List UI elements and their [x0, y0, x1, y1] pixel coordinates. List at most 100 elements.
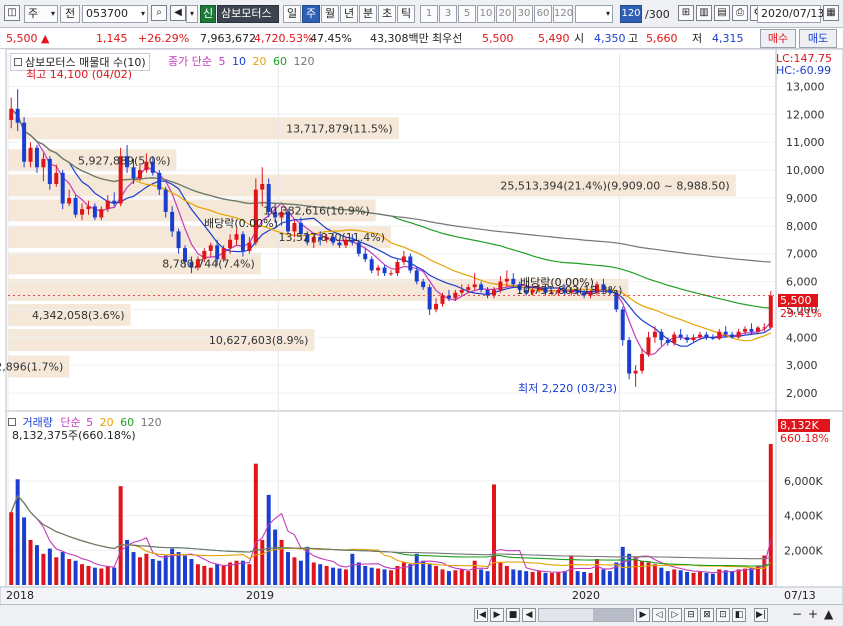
volume-bar	[762, 555, 767, 585]
scroll-play-icon[interactable]: ▶	[490, 608, 504, 622]
code-input[interactable]: 053700 ▾	[82, 5, 148, 23]
volume-bar	[228, 562, 233, 585]
chart-type-icon[interactable]: ▥	[696, 5, 712, 21]
scroll-last-icon[interactable]: ▶|	[754, 608, 768, 622]
print-icon[interactable]: ⎙	[732, 5, 748, 21]
interval-30[interactable]: 30	[515, 5, 533, 23]
volume-bar	[22, 517, 27, 585]
scroll-first-icon[interactable]: |◀	[474, 608, 488, 622]
triangle-icon[interactable]: ▲	[824, 607, 834, 621]
volume-bar	[298, 560, 303, 585]
period-tick[interactable]: 틱	[397, 5, 415, 23]
low-annotation: 최저 2,220 (03/23)	[518, 382, 618, 395]
date-input[interactable]: 2020/07/13	[757, 5, 824, 23]
volume-tick-label: 2,000K	[784, 544, 823, 557]
candle-body	[195, 259, 200, 268]
scroll-left-icon[interactable]: ◁	[652, 608, 666, 622]
scroll-bar[interactable]: |◀ ▶ ■ ◀ ▶ ◁ ▷ ⊟ ⊠ ⊡ ◧ ▶| − + ▲	[0, 604, 843, 626]
volume-bar	[350, 553, 355, 585]
interval-5[interactable]: 5	[458, 5, 476, 23]
period-week[interactable]: 주	[302, 5, 320, 23]
candle-body	[697, 334, 702, 338]
open-label: 시	[574, 32, 585, 45]
zoom-in-icon[interactable]: +	[808, 607, 819, 621]
calendar-icon[interactable]: ▦	[823, 5, 839, 21]
market-select[interactable]: 주 ▾	[24, 5, 58, 23]
period-day[interactable]: 일	[283, 5, 301, 23]
window-menu-icon[interactable]: ◫	[4, 5, 20, 21]
candle-body	[607, 289, 612, 293]
sell-button[interactable]: 매도	[799, 29, 837, 48]
volume-value-note: 8,132,375주(660.18%)	[12, 429, 136, 442]
candle-body	[137, 170, 142, 179]
candle-body	[221, 248, 226, 260]
scroll-mode-icon[interactable]: ⊟	[684, 608, 698, 622]
candle-body	[504, 278, 509, 282]
scroll-track[interactable]	[538, 608, 634, 622]
volume-tick-label: 4,000K	[784, 510, 823, 523]
interval-10[interactable]: 10	[477, 5, 495, 23]
scroll-right-icon[interactable]: ▷	[668, 608, 682, 622]
interval-3[interactable]: 3	[439, 5, 457, 23]
grid-icon[interactable]: ⊞	[678, 5, 694, 21]
scroll-stop-icon[interactable]: ■	[506, 608, 520, 622]
volume-profile-label: 8,780,744(7.4%)	[162, 257, 255, 270]
volume-bar	[530, 572, 535, 585]
volume-bar	[414, 553, 419, 585]
chart-area[interactable]: 13,000 12,000 11,000 10,000 9,000 8,000 7,000 6…	[0, 48, 843, 606]
volume-bar	[337, 568, 342, 585]
x-label-2018: 2018	[6, 589, 34, 602]
scroll-next-icon[interactable]: ▶	[636, 608, 650, 622]
volume-bar	[768, 444, 773, 585]
scroll-fit-icon[interactable]: ⊡	[716, 608, 730, 622]
save-icon[interactable]: ▤	[714, 5, 730, 21]
volume-profile-bar	[8, 174, 736, 197]
volume-ma-line	[10, 494, 772, 574]
volume-bar	[99, 568, 104, 585]
candle-body	[41, 158, 46, 168]
interval-custom-input[interactable]: ▾	[575, 5, 613, 23]
stock-chart[interactable]: 13,000 12,000 11,000 10,000 9,000 8,000 7,000 6…	[0, 48, 843, 606]
candle-body	[363, 253, 368, 260]
low-price: 4,315	[712, 32, 744, 45]
search-icon[interactable]: ⌕	[151, 5, 167, 21]
volume-profile-label: 10,751,803(18.3%)	[516, 284, 623, 297]
interval-120[interactable]: 120	[553, 5, 573, 23]
period-year[interactable]: 년	[340, 5, 358, 23]
buy-button[interactable]: 매수	[760, 29, 796, 48]
scroll-prev-icon[interactable]: ◀	[522, 608, 536, 622]
zoom-out-icon[interactable]: −	[792, 607, 803, 621]
interval-60[interactable]: 60	[534, 5, 552, 23]
scroll-end-icon[interactable]: ⊠	[700, 608, 714, 622]
price-panel-legend: 삼보모터스 매물대 수(10)	[10, 53, 150, 71]
volume-legend: 거래량 단순 5 20 60 120	[8, 414, 162, 430]
volume-bar	[633, 557, 638, 585]
period-month[interactable]: 월	[321, 5, 339, 23]
candle-body	[562, 289, 567, 293]
high-label: 고	[628, 32, 639, 45]
price-tick-label: 10,000	[786, 164, 825, 177]
interval-20[interactable]: 20	[496, 5, 514, 23]
volume-bar	[331, 567, 336, 585]
period-minute[interactable]: 분	[359, 5, 377, 23]
volume-bar	[215, 564, 220, 585]
period-second[interactable]: 초	[378, 5, 396, 23]
best-bid-label: 최우선	[432, 32, 463, 45]
scroll-zoom-icon[interactable]: ◧	[732, 608, 746, 622]
candle-body	[652, 331, 657, 338]
top-toolbar: ◫ 주 ▾ 전 053700 ▾ ⌕ ◀ ▾ 신 삼보모터스 일 주 월 년 분 초…	[0, 0, 843, 28]
candle-body	[240, 234, 245, 251]
volume-bar	[253, 463, 258, 585]
credit-badge: 신	[200, 5, 216, 23]
scroll-thumb[interactable]	[593, 609, 633, 621]
interval-1[interactable]: 1	[420, 5, 438, 23]
volume-bar	[730, 571, 735, 585]
volume-bar	[594, 559, 599, 585]
sound-dropdown[interactable]: ▾	[186, 5, 198, 23]
speaker-icon[interactable]: ◀	[170, 5, 186, 21]
count-input[interactable]: 120	[620, 5, 642, 23]
prev-button[interactable]: 전	[60, 5, 80, 23]
volume-pct: 4,720.53%	[254, 32, 314, 45]
candle-body	[54, 172, 59, 185]
volume-bar	[434, 565, 439, 585]
